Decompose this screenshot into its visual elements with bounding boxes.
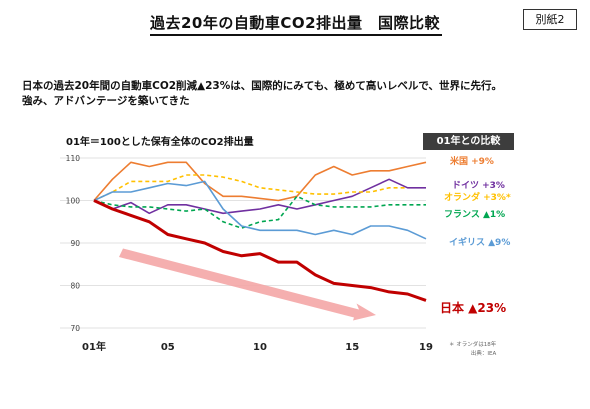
x-tick-label: 19	[419, 342, 433, 353]
y-tick-label: 100	[66, 197, 81, 206]
y-tick-label: 110	[66, 154, 81, 163]
source-text: 出典：IEA	[470, 351, 497, 357]
series-label-japan: 日本 ▲23%	[440, 300, 506, 315]
series-label-germany: ドイツ +3%	[452, 180, 505, 191]
series-label-uk: イギリス ▲9%	[449, 236, 510, 248]
x-tick-label: 15	[345, 342, 359, 353]
trend-arrow	[119, 248, 376, 321]
summary-line-1: 日本の過去20年間の自動車CO2削減▲23%は、国際的にみても、極めて高いレベル…	[22, 80, 502, 92]
attachment-badge: 別紙2	[523, 9, 577, 30]
series-label-netherlands: オランダ +3%*	[444, 191, 511, 203]
y-tick-label: 90	[70, 239, 80, 248]
series-line-usa	[93, 161, 427, 202]
source-note: ＊ オランダは18年 出典：IEA	[449, 341, 496, 359]
series-label-france: フランス ▲1%	[444, 209, 505, 220]
page-title: 過去20年の自動車CO2排出量 国際比較	[149, 14, 441, 32]
summary-text: 日本の過去20年間の自動車CO2削減▲23%は、国際的にみても、極めて高いレベル…	[22, 79, 582, 109]
title-underline	[150, 34, 442, 36]
series-label-usa: 米国 +9%	[449, 155, 494, 167]
x-tick-label: 01年	[82, 340, 106, 353]
y-tick-label: 70	[70, 324, 80, 333]
series-line-france	[93, 195, 426, 229]
series-line-germany	[93, 178, 426, 215]
footnote-text: ＊ オランダは18年	[449, 342, 497, 348]
series-line-uk	[93, 180, 427, 240]
series-line-japan	[93, 199, 427, 302]
y-tick-label: 80	[70, 282, 80, 291]
x-tick-label: 05	[161, 342, 175, 353]
chart-title: 01年＝100とした保有全体のCO2排出量	[66, 137, 254, 148]
x-tick-label: 10	[253, 342, 267, 353]
comparison-header: 01年との比較	[423, 133, 514, 150]
series-line-netherlands	[93, 174, 408, 202]
summary-line-2: 強み、アドバンテージを築いてきた	[22, 95, 190, 107]
